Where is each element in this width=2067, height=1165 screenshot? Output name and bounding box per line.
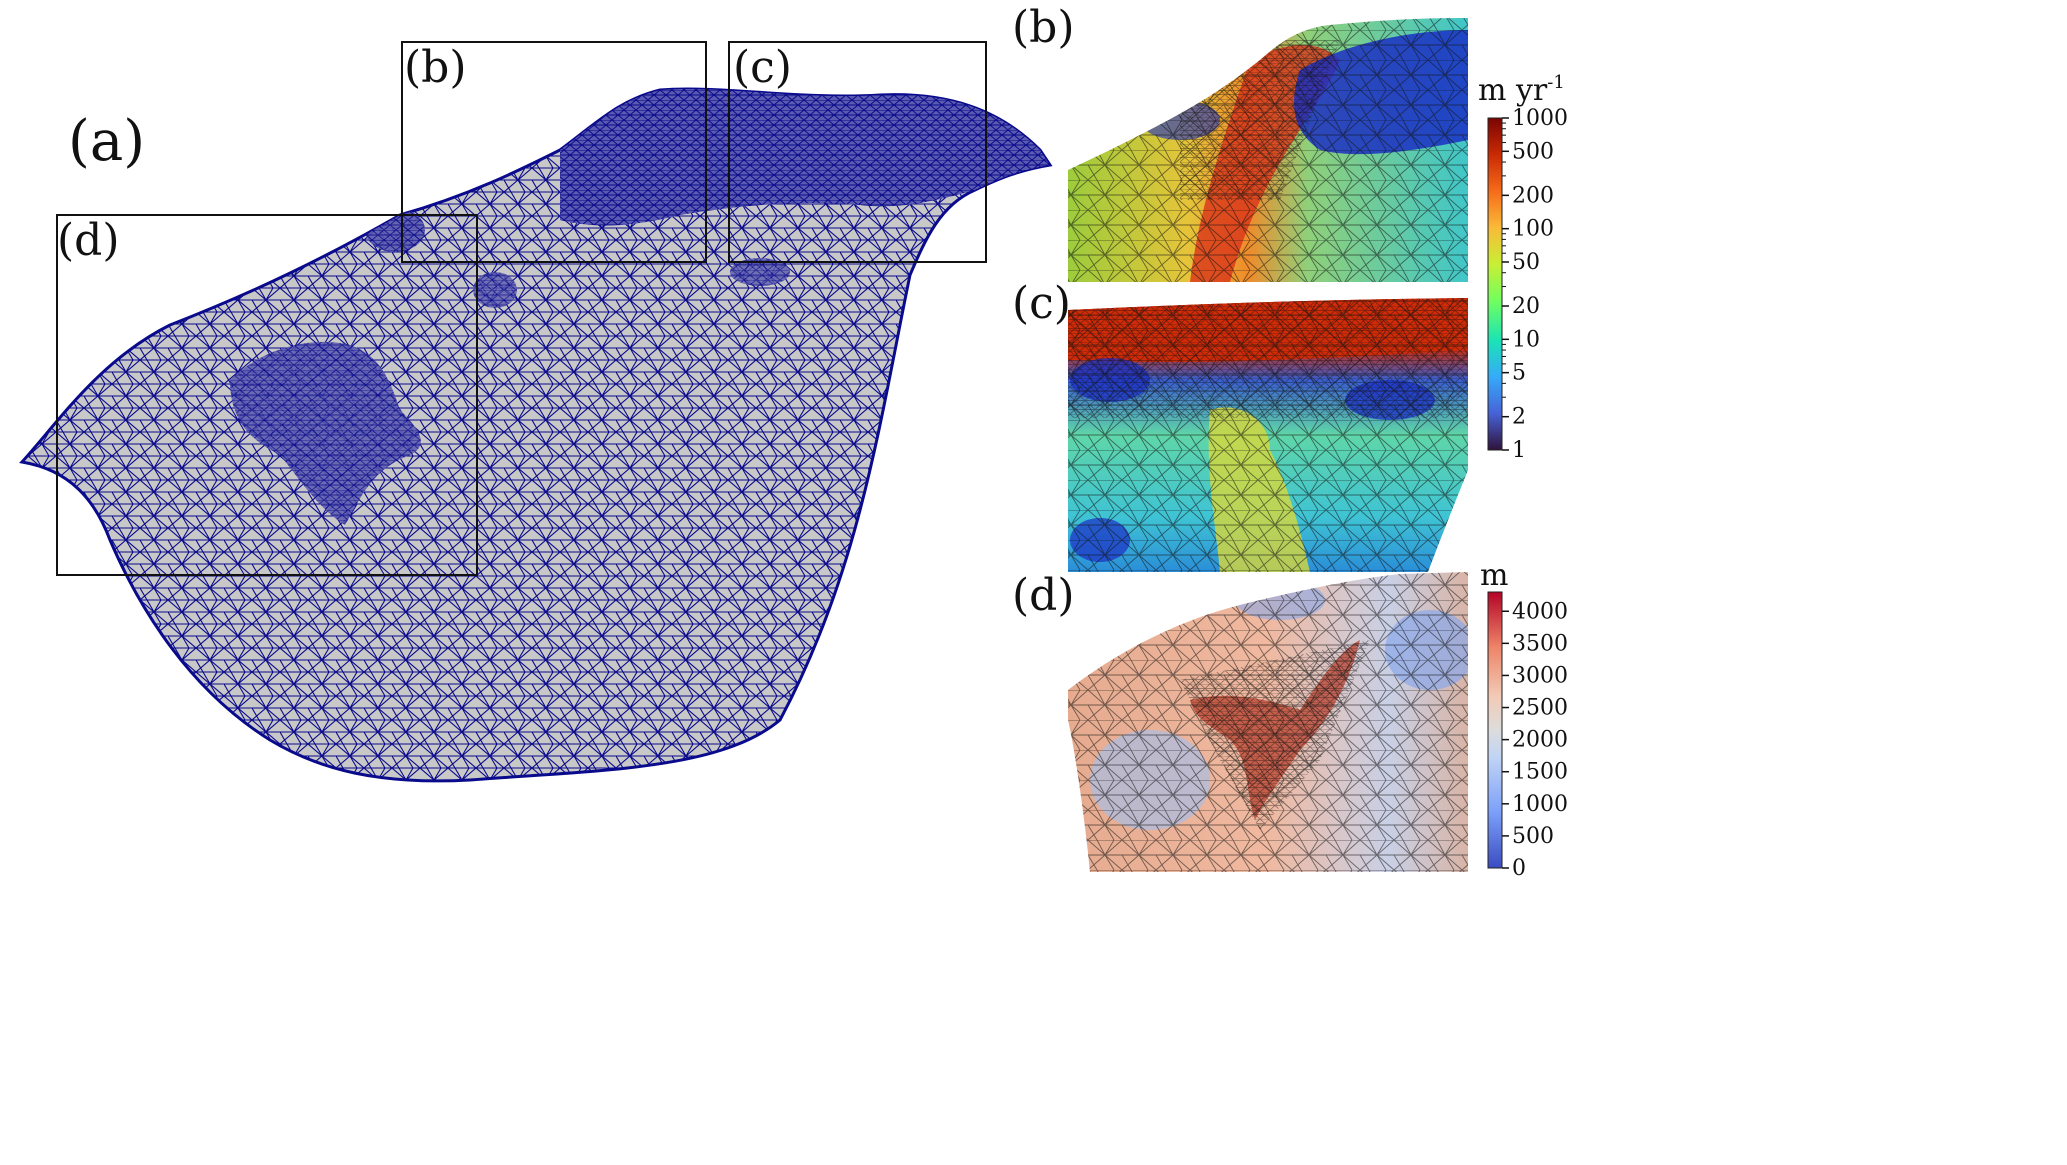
colorbar-velocity-tick-label: 5	[1512, 361, 1526, 386]
colorbar-thickness-tick-label: 0	[1512, 856, 1526, 881]
colorbar-velocity-tick-label: 2	[1512, 405, 1526, 430]
inset-label-b: (b)	[1012, 2, 1075, 53]
panel-label-a: (a)	[68, 109, 145, 174]
dense-mesh-band	[560, 88, 1050, 226]
colorbar-velocity-ticks: 1000 500 200 100 50 20 10 5 2 1	[1502, 106, 1568, 463]
colorbar-thickness-tick-label: 4000	[1512, 599, 1568, 624]
colorbar-thickness-tick-label: 2000	[1512, 728, 1568, 753]
inset-c	[1068, 298, 1468, 572]
colorbar-thickness-unit: m	[1480, 558, 1508, 593]
zoom-box-d	[56, 214, 478, 576]
dense-mesh-spot	[473, 272, 517, 308]
colorbar-thickness-tick-label: 500	[1512, 824, 1554, 849]
colorbar-thickness-bar	[1487, 591, 1503, 869]
colorbar-thickness-tick-label: 1500	[1512, 760, 1568, 785]
colorbar-velocity-bar	[1487, 117, 1503, 451]
colorbar-velocity-tick-label: 200	[1512, 183, 1554, 208]
colorbar-velocity-tick-label: 1	[1512, 438, 1526, 463]
colorbar-thickness-tick-label: 1000	[1512, 792, 1568, 817]
dense-mesh-spot	[730, 258, 790, 286]
colorbar-thickness-tick-label: 3500	[1512, 631, 1568, 656]
colorbar-thickness: m 4000 3500 3000 2500 2000 1500 1000 500 0	[1480, 558, 1568, 881]
panel-label-d: (d)	[57, 215, 120, 266]
panel-label-b: (b)	[404, 42, 467, 93]
colorbar-velocity-tick-label: 10	[1512, 327, 1540, 352]
zoom-box-b	[401, 41, 707, 263]
inset-label-c: (c)	[1012, 278, 1071, 329]
colorbar-thickness-tick-label: 3000	[1512, 663, 1568, 688]
colorbar-velocity-tick-label: 50	[1512, 250, 1540, 275]
main-mesh	[19, 87, 1053, 783]
colorbar-velocity-tick-label: 20	[1512, 294, 1540, 319]
colorbar-thickness-tick-label: 2500	[1512, 696, 1568, 721]
colorbar-velocity-unit: m yr-1	[1478, 72, 1565, 108]
colorbar-velocity-tick-label: 1000	[1512, 106, 1568, 131]
dense-mesh-center	[230, 341, 421, 525]
panel-label-c: (c)	[733, 42, 792, 93]
inset-b	[1068, 18, 1468, 282]
colorbar-velocity: m yr-1 1000 500 200 100 50 20 10 5 2 1	[1478, 72, 1568, 463]
colorbar-thickness-ticks: 4000 3500 3000 2500 2000 1500 1000 500 0	[1502, 599, 1568, 881]
colorbar-velocity-tick-label: 500	[1512, 139, 1554, 164]
colorbar-velocity-tick-label: 100	[1512, 217, 1554, 242]
zoom-box-c	[728, 41, 987, 263]
inset-label-d: (d)	[1012, 570, 1075, 621]
inset-d	[1068, 572, 1468, 872]
